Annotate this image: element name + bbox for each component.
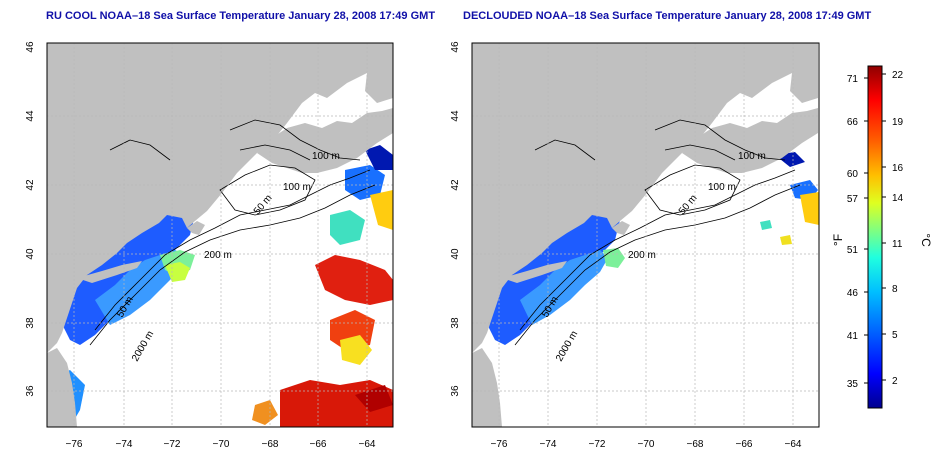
colorbar: 71 66 60 57 51 46 41 35 22 19 16 14 11 8… <box>831 65 933 409</box>
colorbar-c-tick: 22 <box>892 70 904 81</box>
colorbar-f-tick: 57 <box>847 194 859 205</box>
right-x-tick: −66 <box>736 439 753 450</box>
left-x-tick: −64 <box>359 439 376 450</box>
colorbar-c-tick: 8 <box>892 284 898 295</box>
left-y-axis: 36 38 40 42 44 46 <box>25 41 36 397</box>
colorbar-unit-c: °C <box>919 233 933 247</box>
right-y-tick: 44 <box>450 110 461 122</box>
right-contour-label-2: 100 m <box>708 182 736 193</box>
left-contour-label-2: 100 m <box>283 182 311 193</box>
right-x-tick: −64 <box>785 439 802 450</box>
right-y-tick: 36 <box>450 385 461 397</box>
colorbar-f-tick: 46 <box>847 288 859 299</box>
left-y-tick: 40 <box>25 248 36 260</box>
left-x-tick: −68 <box>262 439 279 450</box>
colorbar-c-tick: 19 <box>892 117 904 128</box>
right-y-tick: 40 <box>450 248 461 260</box>
colorbar-f-tick: 60 <box>847 169 859 180</box>
left-y-tick: 38 <box>25 317 36 329</box>
colorbar-f-tick: 66 <box>847 117 859 128</box>
colorbar-ticks <box>864 73 886 384</box>
right-x-tick: −68 <box>687 439 704 450</box>
right-x-axis: −76 −74 −72 −70 −68 −66 −64 <box>491 439 802 450</box>
left-x-tick: −70 <box>213 439 230 450</box>
colorbar-c-tick: 2 <box>892 376 898 387</box>
left-y-tick: 44 <box>25 110 36 122</box>
right-contours <box>514 119 801 346</box>
left-x-tick: −74 <box>116 439 133 450</box>
colorbar-c-tick: 16 <box>892 163 904 174</box>
colorbar-c-tick: 14 <box>892 193 904 204</box>
right-y-tick: 38 <box>450 317 461 329</box>
colorbar-f-tick: 51 <box>847 245 859 256</box>
left-y-tick: 36 <box>25 385 36 397</box>
right-y-tick: 42 <box>450 179 461 191</box>
left-grid <box>47 43 393 427</box>
right-grid <box>472 43 819 427</box>
right-contour-label-1: 100 m <box>738 151 766 162</box>
colorbar-unit-f: °F <box>831 234 845 246</box>
left-contour-label-1: 100 m <box>312 151 340 162</box>
colorbar-gradient <box>867 65 883 409</box>
colorbar-c-tick: 5 <box>892 330 898 341</box>
right-map: 100 m 100 m 50 m 200 m 50 m 2000 m −76 −… <box>450 41 820 450</box>
left-map: 100 m 100 m 50 m 200 m 50 m 2000 m −76 −… <box>25 41 394 450</box>
right-y-tick: 46 <box>450 41 461 53</box>
left-y-tick: 42 <box>25 179 36 191</box>
left-y-tick: 46 <box>25 41 36 53</box>
left-x-tick: −72 <box>164 439 181 450</box>
left-x-tick: −76 <box>66 439 83 450</box>
right-contour-label-4: 200 m <box>628 250 656 261</box>
colorbar-f-tick: 71 <box>847 74 859 85</box>
right-x-tick: −76 <box>491 439 508 450</box>
left-x-tick: −66 <box>310 439 327 450</box>
colorbar-f-tick: 35 <box>847 379 859 390</box>
left-x-axis: −76 −74 −72 −70 −68 −66 −64 <box>66 439 376 450</box>
right-x-tick: −74 <box>540 439 557 450</box>
right-y-axis: 36 38 40 42 44 46 <box>450 41 461 397</box>
colorbar-f-tick: 41 <box>847 331 859 342</box>
left-contour-label-4: 200 m <box>204 250 232 261</box>
left-contours <box>89 119 376 346</box>
colorbar-c-tick: 11 <box>892 239 903 250</box>
left-panel-title: RU COOL NOAA–18 Sea Surface Temperature … <box>46 10 436 22</box>
right-panel-title: DECLOUDED NOAA–18 Sea Surface Temperatur… <box>463 10 872 22</box>
right-x-tick: −70 <box>638 439 655 450</box>
right-x-tick: −72 <box>589 439 606 450</box>
